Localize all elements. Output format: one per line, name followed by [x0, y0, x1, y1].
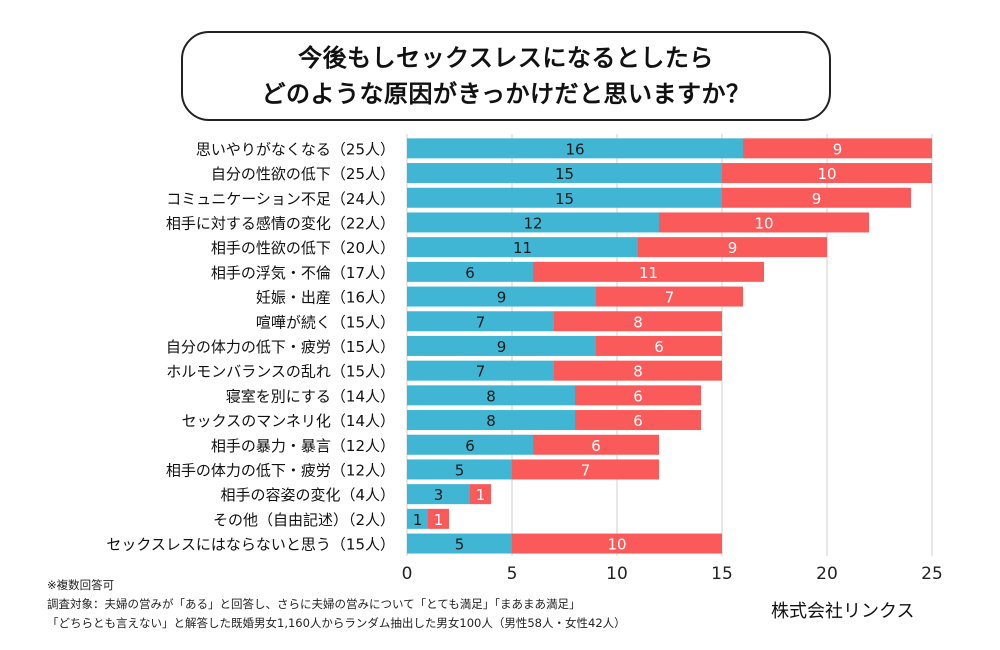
category-label: 自分の性欲の低下（25人） — [211, 165, 395, 183]
x-tick-label: 25 — [921, 564, 943, 584]
data-label-series-2: 6 — [633, 412, 643, 430]
category-label: セックスレスにはならないと思う（15人） — [106, 536, 395, 554]
category-label: その他（自由記述）（2人） — [213, 511, 395, 529]
data-label-series-2: 10 — [754, 214, 773, 232]
category-label: ホルモンバランスの乱れ（15人） — [166, 363, 395, 381]
footnote-sample-description: 「どちらとも言えない」と解答した既婚男女1,160人からランダム抽出した男女10… — [47, 616, 626, 630]
bar-segment-series-1 — [407, 385, 575, 406]
bar-segment-series-2 — [575, 385, 701, 406]
data-label-series-1: 7 — [476, 313, 486, 331]
x-tick-label: 0 — [402, 564, 413, 584]
data-label-series-1: 15 — [555, 190, 574, 208]
bar-segment-series-1 — [407, 533, 512, 554]
bar-segment-series-2 — [659, 212, 869, 233]
bar-segment-series-1 — [407, 187, 722, 208]
bar-segment-series-2 — [596, 335, 722, 356]
data-label-series-1: 15 — [555, 165, 574, 183]
x-tick-label: 20 — [816, 564, 838, 584]
chart-title-box: 今後もしセックスレスになるとしたら どのような原因がきっかけだと思いますか？ — [181, 31, 831, 121]
data-label-series-2: 11 — [639, 264, 658, 282]
category-label: 相手の浮気・不倫（17人） — [211, 264, 395, 282]
data-label-series-1: 7 — [476, 363, 486, 381]
x-tick-label: 5 — [507, 564, 518, 584]
data-label-series-2: 7 — [581, 461, 591, 479]
bar-segment-series-1 — [407, 360, 554, 381]
bar-segment-series-2 — [638, 237, 827, 258]
data-label-series-1: 8 — [486, 412, 496, 430]
data-label-series-1: 9 — [497, 338, 507, 356]
bar-segment-series-2 — [512, 459, 659, 480]
bar-segment-series-2 — [428, 508, 449, 529]
data-label-series-2: 6 — [591, 437, 601, 455]
data-label-series-1: 12 — [523, 214, 542, 232]
data-label-series-2: 9 — [833, 140, 843, 158]
data-label-series-2: 1 — [476, 486, 486, 504]
category-label: 相手の体力の低下・疲労（12人） — [166, 461, 395, 479]
category-label: 寝室を別にする（14人） — [226, 387, 395, 405]
data-label-series-2: 7 — [665, 289, 675, 307]
data-label-series-2: 6 — [633, 387, 643, 405]
data-label-series-1: 11 — [513, 239, 532, 257]
data-label-series-1: 6 — [465, 264, 475, 282]
x-tick-label: 10 — [606, 564, 628, 584]
data-label-series-1: 1 — [413, 511, 423, 529]
bar-segment-series-1 — [407, 434, 533, 455]
bar-segment-series-1 — [407, 212, 659, 233]
category-label: 相手の容姿の変化（4人） — [220, 486, 395, 504]
category-label: 相手に対する感情の変化（22人） — [166, 214, 395, 232]
data-label-series-2: 1 — [434, 511, 444, 529]
bar-segment-series-2 — [743, 138, 932, 159]
bar-segment-series-1 — [407, 335, 596, 356]
data-label-series-2: 9 — [812, 190, 822, 208]
bar-segment-series-2 — [533, 261, 764, 282]
bar-segment-series-1 — [407, 163, 722, 184]
x-tick-label: 15 — [711, 564, 733, 584]
bar-segment-series-1 — [407, 410, 575, 431]
bar-segment-series-2 — [533, 434, 659, 455]
category-label: 自分の体力の低下・疲労（15人） — [166, 338, 395, 356]
category-label: セックスのマンネリ化（14人） — [182, 412, 395, 430]
category-label: 相手の暴力・暴言（12人） — [211, 437, 395, 455]
bar-segment-series-2 — [596, 286, 743, 307]
data-label-series-1: 8 — [486, 387, 496, 405]
bar-segment-series-2 — [512, 533, 722, 554]
bar-segment-series-1 — [407, 286, 596, 307]
category-label: 相手の性欲の低下（20人） — [211, 239, 395, 257]
data-label-series-2: 10 — [817, 165, 836, 183]
data-label-series-1: 5 — [455, 461, 465, 479]
data-label-series-1: 3 — [434, 486, 444, 504]
data-label-series-2: 9 — [728, 239, 738, 257]
bar-segment-series-1 — [407, 508, 428, 529]
data-label-series-1: 6 — [465, 437, 475, 455]
category-label: 思いやりがなくなる（25人） — [196, 140, 395, 158]
data-label-series-2: 6 — [654, 338, 664, 356]
company-name: 株式会社リンクス — [771, 601, 915, 622]
footnote-multiple-answers: ※複数回答可 — [47, 578, 115, 592]
bar-segment-series-1 — [407, 261, 533, 282]
data-label-series-2: 8 — [633, 313, 643, 331]
data-label-series-2: 8 — [633, 363, 643, 381]
bar-segment-series-1 — [407, 138, 743, 159]
bar-segment-series-2 — [575, 410, 701, 431]
bar-segment-series-2 — [722, 163, 932, 184]
bar-segment-series-1 — [407, 237, 638, 258]
bar-segment-series-2 — [554, 360, 722, 381]
bar-segment-series-2 — [722, 187, 911, 208]
bar-segment-series-1 — [407, 459, 512, 480]
data-label-series-1: 9 — [497, 289, 507, 307]
bar-segment-series-2 — [470, 484, 491, 505]
data-label-series-1: 16 — [565, 140, 584, 158]
chart-title-line-2: どのような原因がきっかけだと思いますか？ — [261, 80, 751, 108]
data-label-series-2: 10 — [607, 536, 626, 554]
bar-segment-series-1 — [407, 311, 554, 332]
category-label: コミュニケーション不足（24人） — [166, 190, 395, 208]
bar-segment-series-2 — [554, 311, 722, 332]
footnote-survey-target: 調査対象：夫婦の営みが「ある」と回答し、さらに夫婦の営みについて「とても満足」「… — [47, 597, 581, 611]
bar-segment-series-1 — [407, 484, 470, 505]
category-label: 喧嘩が続く（15人） — [256, 313, 395, 331]
chart-title-line-1: 今後もしセックスレスになるとしたら — [298, 44, 714, 72]
category-label: 妊娠・出産（16人） — [256, 289, 395, 307]
data-label-series-1: 5 — [455, 536, 465, 554]
